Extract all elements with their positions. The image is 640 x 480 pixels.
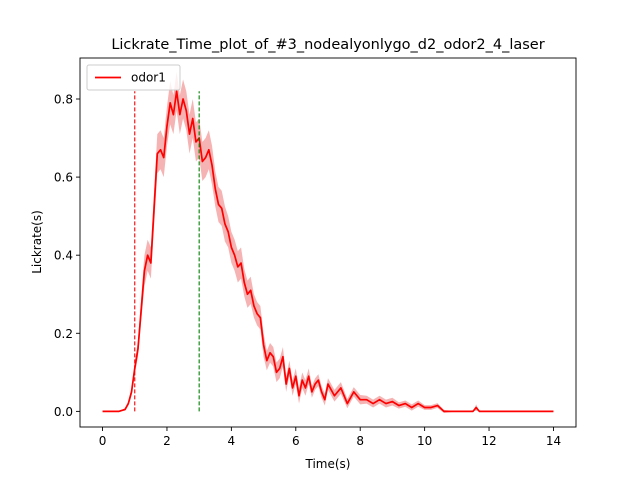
x-tick-label: 10 [417,434,432,448]
x-tick-label: 0 [99,434,107,448]
y-tick-label: 0.6 [54,171,73,185]
x-tick-label: 14 [546,434,561,448]
chart-title: Lickrate_Time_plot_of_#3_nodealyonlygo_d… [111,37,544,53]
x-tick-label: 8 [356,434,364,448]
plot-area [102,71,554,413]
axis-ticks: 0 2 4 6 8 10 12 14 0.0 0.2 0.4 0.6 0.8 [54,93,561,449]
x-tick-label: 6 [292,434,300,448]
y-axis-title: Lickrate(s) [30,210,44,274]
x-tick-label: 2 [163,434,171,448]
legend-label-odor1: odor1 [131,71,166,85]
series-line-odor1 [102,90,554,413]
x-axis-title: Time(s) [305,457,351,471]
x-tick-label: 4 [228,434,236,448]
y-tick-label: 0.8 [54,93,73,107]
legend: odor1 [86,64,181,91]
y-tick-label: 0.0 [54,405,73,419]
y-tick-label: 0.4 [54,249,73,263]
y-tick-label: 0.2 [54,327,73,341]
legend-box [86,64,181,91]
axes-frame [79,57,577,428]
x-tick-label: 12 [481,434,496,448]
